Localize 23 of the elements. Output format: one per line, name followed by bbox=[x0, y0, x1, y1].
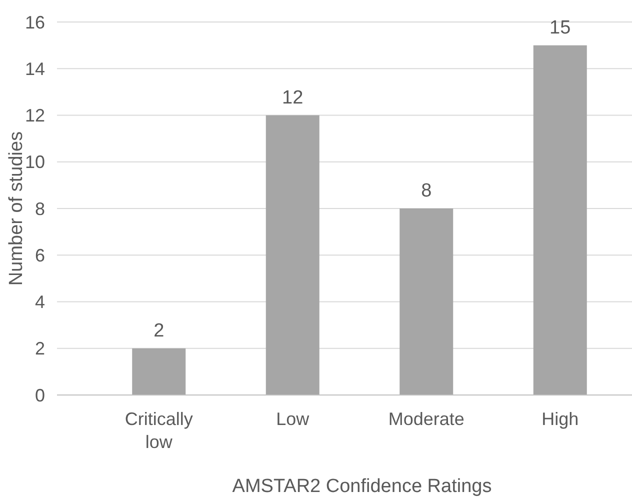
y-tick-label: 8 bbox=[34, 198, 45, 219]
y-tick-label: 2 bbox=[34, 338, 45, 359]
x-tick-label: Moderate bbox=[388, 409, 464, 429]
y-tick-label: 14 bbox=[24, 58, 45, 79]
y-tick-label: 0 bbox=[34, 385, 45, 406]
y-tick-label: 6 bbox=[34, 245, 45, 266]
data-label: 12 bbox=[282, 87, 304, 108]
y-tick-label: 10 bbox=[24, 152, 45, 172]
x-axis-title: AMSTAR2 Confidence Ratings bbox=[232, 476, 492, 497]
y-tick-label: 12 bbox=[24, 106, 45, 126]
bar bbox=[266, 115, 320, 395]
y-tick-label: 4 bbox=[34, 292, 45, 312]
bar bbox=[132, 348, 186, 395]
x-tick-label: High bbox=[542, 409, 579, 429]
data-label: 15 bbox=[550, 17, 571, 38]
bar bbox=[400, 208, 454, 395]
y-axis-title: Number of studies bbox=[6, 131, 27, 286]
y-tick-label: 16 bbox=[24, 12, 45, 32]
x-tick-label: Critically low bbox=[124, 409, 193, 452]
data-label: 8 bbox=[421, 180, 432, 202]
data-label: 2 bbox=[154, 320, 164, 342]
bar bbox=[533, 45, 587, 395]
x-tick-label: Low bbox=[276, 409, 310, 429]
